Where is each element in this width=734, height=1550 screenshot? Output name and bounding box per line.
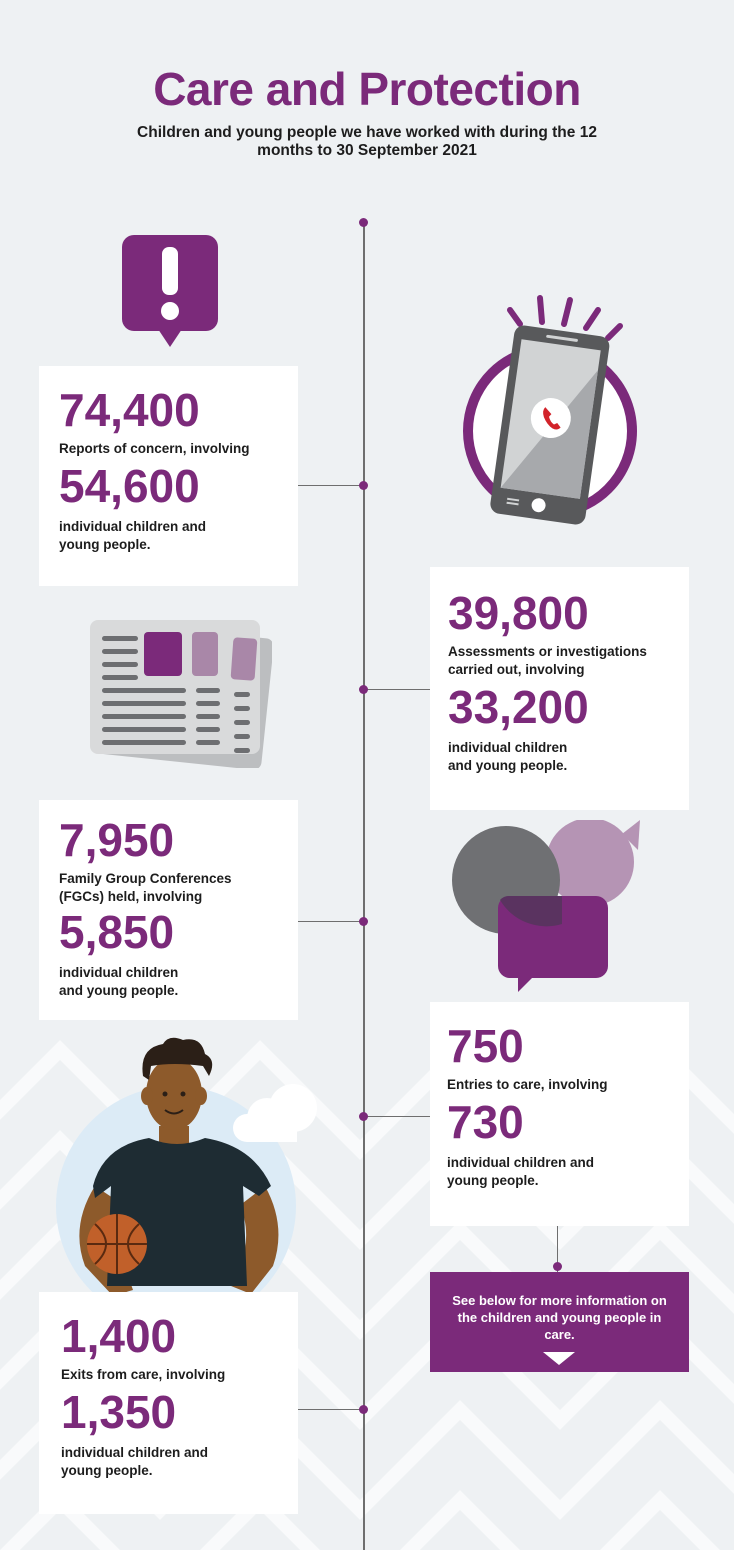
stat-label: Exits from care, involving xyxy=(61,1367,226,1382)
timeline-dot-top xyxy=(359,218,368,227)
young-person-basketball-icon xyxy=(56,1037,317,1296)
stat-label-secondary: individual children and young people. xyxy=(447,1155,595,1188)
mobile-phone-call-icon xyxy=(463,295,637,525)
stat-card-reports-of-concern: 74,400 Reports of concern, involving 54,… xyxy=(39,366,298,586)
stat-card-entries-to-care: 750 Entries to care, involving 730 indiv… xyxy=(430,1002,689,1226)
page-subtitle: Children and young people we have worked… xyxy=(137,124,597,159)
timeline-dot xyxy=(359,917,368,926)
connector-line xyxy=(298,1409,364,1410)
stat-value: 39,800 xyxy=(448,587,589,639)
timeline-dot xyxy=(359,685,368,694)
see-below-text: See below for more information on the ch… xyxy=(452,1293,667,1342)
documents-icon xyxy=(90,620,272,768)
stat-label: Entries to care, involving xyxy=(447,1077,608,1092)
stat-value-secondary: 1,350 xyxy=(61,1386,177,1438)
connector-line xyxy=(364,1116,430,1117)
see-below-info-box: See below for more information on the ch… xyxy=(430,1272,689,1372)
stat-label-secondary: individual children and young people. xyxy=(59,965,179,998)
stat-value-secondary: 33,200 xyxy=(448,681,589,733)
stat-label-secondary: individual children and young people. xyxy=(59,519,207,552)
timeline-line xyxy=(363,222,365,1550)
page-title: Care and Protection xyxy=(153,63,581,115)
connector-dot xyxy=(553,1262,562,1271)
stat-value-secondary: 730 xyxy=(447,1096,524,1148)
stat-card-exits-from-care: 1,400 Exits from care, involving 1,350 i… xyxy=(39,1292,298,1514)
stat-card-assessments: 39,800 Assessments or investigations car… xyxy=(430,567,689,810)
timeline-dot xyxy=(359,1112,368,1121)
connector-line xyxy=(298,485,364,486)
alert-speech-bubble-icon xyxy=(122,235,218,347)
stat-value: 74,400 xyxy=(59,384,200,436)
stat-label-secondary: individual children and young people. xyxy=(61,1445,209,1478)
timeline-dot xyxy=(359,1405,368,1414)
stat-value: 7,950 xyxy=(59,814,175,866)
connector-line xyxy=(298,921,364,922)
stat-label: Assessments or investigations carried ou… xyxy=(448,644,647,677)
stat-value: 750 xyxy=(447,1020,524,1072)
timeline-dot xyxy=(359,481,368,490)
stat-value-secondary: 54,600 xyxy=(59,460,200,512)
connector-line xyxy=(557,1226,558,1272)
stat-label: Family Group Conferences (FGCs) held, in… xyxy=(59,871,232,904)
stat-label-secondary: individual children and young people. xyxy=(448,740,568,773)
speech-bubbles-icon xyxy=(452,820,640,992)
stat-value-secondary: 5,850 xyxy=(59,906,175,958)
stat-label: Reports of concern, involving xyxy=(59,441,250,456)
arrow-down-icon xyxy=(543,1352,575,1365)
stat-value: 1,400 xyxy=(61,1310,177,1362)
stat-card-family-group-conferences: 7,950 Family Group Conferences (FGCs) he… xyxy=(39,800,298,1020)
connector-line xyxy=(364,689,430,690)
